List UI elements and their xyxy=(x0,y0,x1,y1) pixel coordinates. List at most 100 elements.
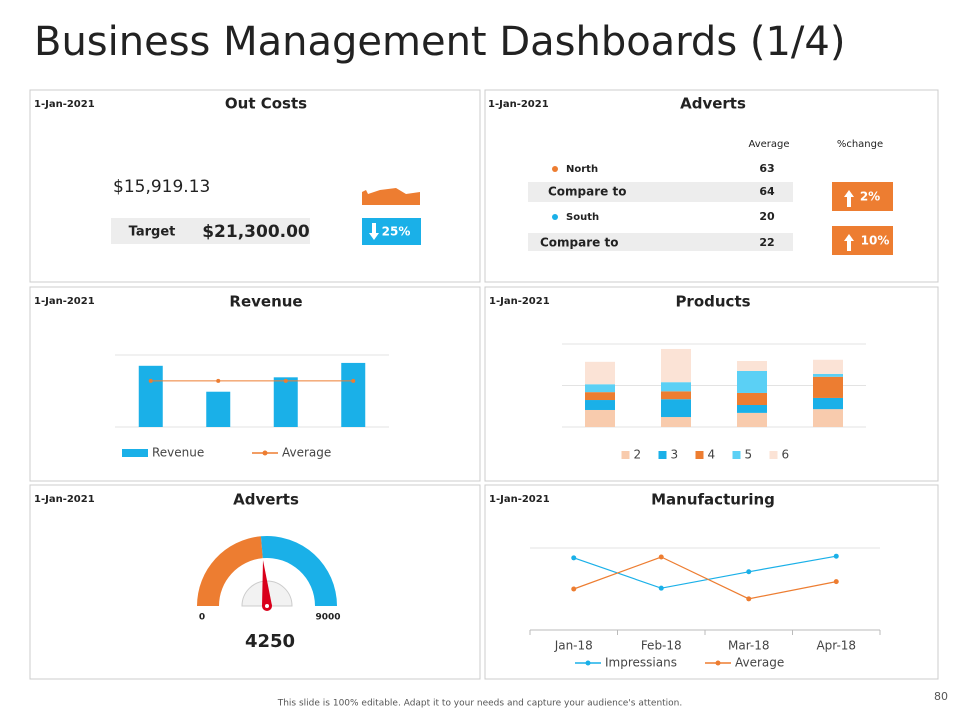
column-header: Average xyxy=(748,139,789,150)
date: 1-Jan-2021 xyxy=(34,99,95,110)
legend-label: 5 xyxy=(745,448,753,462)
bar-segment xyxy=(585,400,615,410)
page-title: Business Management Dashboards (1/4) xyxy=(34,19,845,65)
panel xyxy=(484,286,939,482)
date: 1-Jan-2021 xyxy=(488,99,549,110)
footer: This slide is 100% editable. Adapt it to… xyxy=(277,699,683,709)
bar-segment xyxy=(585,361,615,385)
point xyxy=(283,378,288,383)
chart-title: Adverts xyxy=(233,491,299,509)
x-tick-label: Feb-18 xyxy=(641,639,682,653)
change-box xyxy=(832,182,893,211)
up-arrow xyxy=(844,234,854,251)
down-arrow xyxy=(369,223,379,240)
panel xyxy=(484,484,939,680)
chart-title: Revenue xyxy=(229,293,302,311)
bar-segment xyxy=(585,409,615,427)
date: 1-Jan-2021 xyxy=(489,296,550,307)
change: 25% xyxy=(382,225,411,239)
gauge-value xyxy=(197,536,263,606)
bar-segment xyxy=(813,373,843,377)
row-label: Compare to xyxy=(548,185,626,199)
panel xyxy=(29,286,481,482)
legend-label: 2 xyxy=(634,448,642,462)
panel xyxy=(484,89,939,283)
legend-swatch xyxy=(658,451,667,459)
bar-segment xyxy=(813,397,843,410)
target-box xyxy=(111,218,310,244)
bar-segment xyxy=(661,382,691,392)
legend-label: Average xyxy=(282,446,331,460)
legend-label: 3 xyxy=(671,448,679,462)
row-value: 22 xyxy=(759,236,774,249)
chart-title: Products xyxy=(675,293,750,311)
bullet xyxy=(552,166,558,172)
row-label: Compare to xyxy=(540,236,618,250)
row-value: 20 xyxy=(759,210,775,223)
chart-title: Manufacturing xyxy=(651,491,775,509)
legend-dot xyxy=(585,660,591,666)
legend-label: Revenue xyxy=(152,446,204,460)
bar-segment xyxy=(585,392,615,401)
date: 1-Jan-2021 xyxy=(34,494,95,505)
sparkline xyxy=(362,188,420,205)
date: 1-Jan-2021 xyxy=(489,494,550,505)
column-header: %change xyxy=(837,139,883,150)
gauge-min: 0 xyxy=(199,613,205,623)
row-box xyxy=(528,233,793,251)
amount: $15,919.13 xyxy=(113,177,210,197)
point xyxy=(658,554,664,560)
x-tick-label: Apr-18 xyxy=(816,639,856,653)
row-value: 63 xyxy=(759,162,774,175)
bar-segment xyxy=(661,417,691,427)
point xyxy=(148,378,153,383)
change-box xyxy=(362,218,421,245)
bar-segment xyxy=(737,405,767,413)
legend-label: 6 xyxy=(782,448,790,462)
row-value: 64 xyxy=(759,185,775,198)
date: 1-Jan-2021 xyxy=(34,296,95,307)
legend-swatch xyxy=(122,449,148,457)
bar-segment xyxy=(737,412,767,427)
bar xyxy=(138,365,163,427)
point xyxy=(833,553,839,559)
point xyxy=(746,596,752,602)
gauge-max: 9000 xyxy=(315,613,340,623)
point xyxy=(833,579,839,585)
panel-title: Adverts xyxy=(680,95,746,113)
bar xyxy=(206,391,231,427)
bar-segment xyxy=(813,376,843,398)
legend-label: 4 xyxy=(708,448,716,462)
point xyxy=(571,555,577,561)
bar-segment xyxy=(585,384,615,393)
x-tick-label: Jan-18 xyxy=(554,639,593,653)
change: 2% xyxy=(860,190,880,204)
row-label: South xyxy=(566,212,599,223)
row-box xyxy=(528,182,793,202)
bar-segment xyxy=(661,348,691,383)
panel xyxy=(29,89,481,283)
legend-dot xyxy=(715,660,721,666)
legend-dot xyxy=(262,450,268,456)
series-line xyxy=(573,556,837,600)
change: 10% xyxy=(861,234,890,248)
series-line xyxy=(573,555,837,589)
bullet xyxy=(552,214,558,220)
point xyxy=(216,378,221,383)
legend-swatch xyxy=(732,451,741,459)
legend-swatch xyxy=(621,451,630,459)
gauge-value-label: 4250 xyxy=(245,631,295,652)
row-label: North xyxy=(566,164,598,175)
up-arrow xyxy=(844,190,854,207)
target-label: Target xyxy=(129,225,176,240)
change-box xyxy=(832,226,893,255)
point xyxy=(351,378,356,383)
target-value: $21,300.00 xyxy=(202,222,310,242)
legend-label: Impressians xyxy=(605,656,677,670)
legend-swatch xyxy=(695,451,704,459)
needle xyxy=(262,560,272,607)
bar-segment xyxy=(737,392,767,406)
panel xyxy=(29,484,481,680)
